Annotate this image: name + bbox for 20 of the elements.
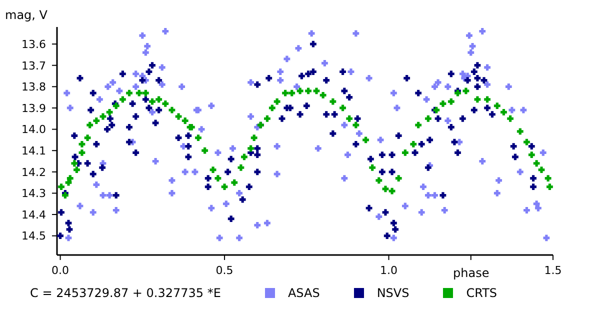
y-tick-label: 14.2 — [22, 166, 46, 179]
legend-label: NSVS — [376, 286, 410, 300]
x-tick-label: 1.5 — [544, 264, 562, 277]
legend-label: ASAS — [288, 286, 320, 300]
y-tick-label: 14.4 — [22, 208, 46, 222]
y-tick-label: 13.8 — [22, 80, 46, 94]
y-tick-label: 14.1 — [22, 144, 46, 158]
y-tick-label: 13.9 — [22, 102, 46, 115]
y-tick-label: 13.7 — [22, 59, 46, 72]
x-axis-title: phase — [453, 266, 490, 280]
x-tick-label: 1.0 — [380, 264, 398, 277]
text: C = 2453729.87 + 0.327735 *E — [30, 286, 221, 300]
y-tick-label: 14.3 — [22, 187, 46, 200]
x-tick-label: 0.0 — [52, 264, 70, 277]
y-tick-label: 13.6 — [22, 38, 46, 51]
x-tick-label: 0.5 — [216, 264, 234, 277]
y-tick-label: 14.5 — [22, 230, 46, 243]
legend-label: CRTS — [466, 286, 498, 300]
y-axis-title: mag, V — [5, 8, 48, 22]
y-tick-label: 14.0 — [22, 123, 46, 136]
